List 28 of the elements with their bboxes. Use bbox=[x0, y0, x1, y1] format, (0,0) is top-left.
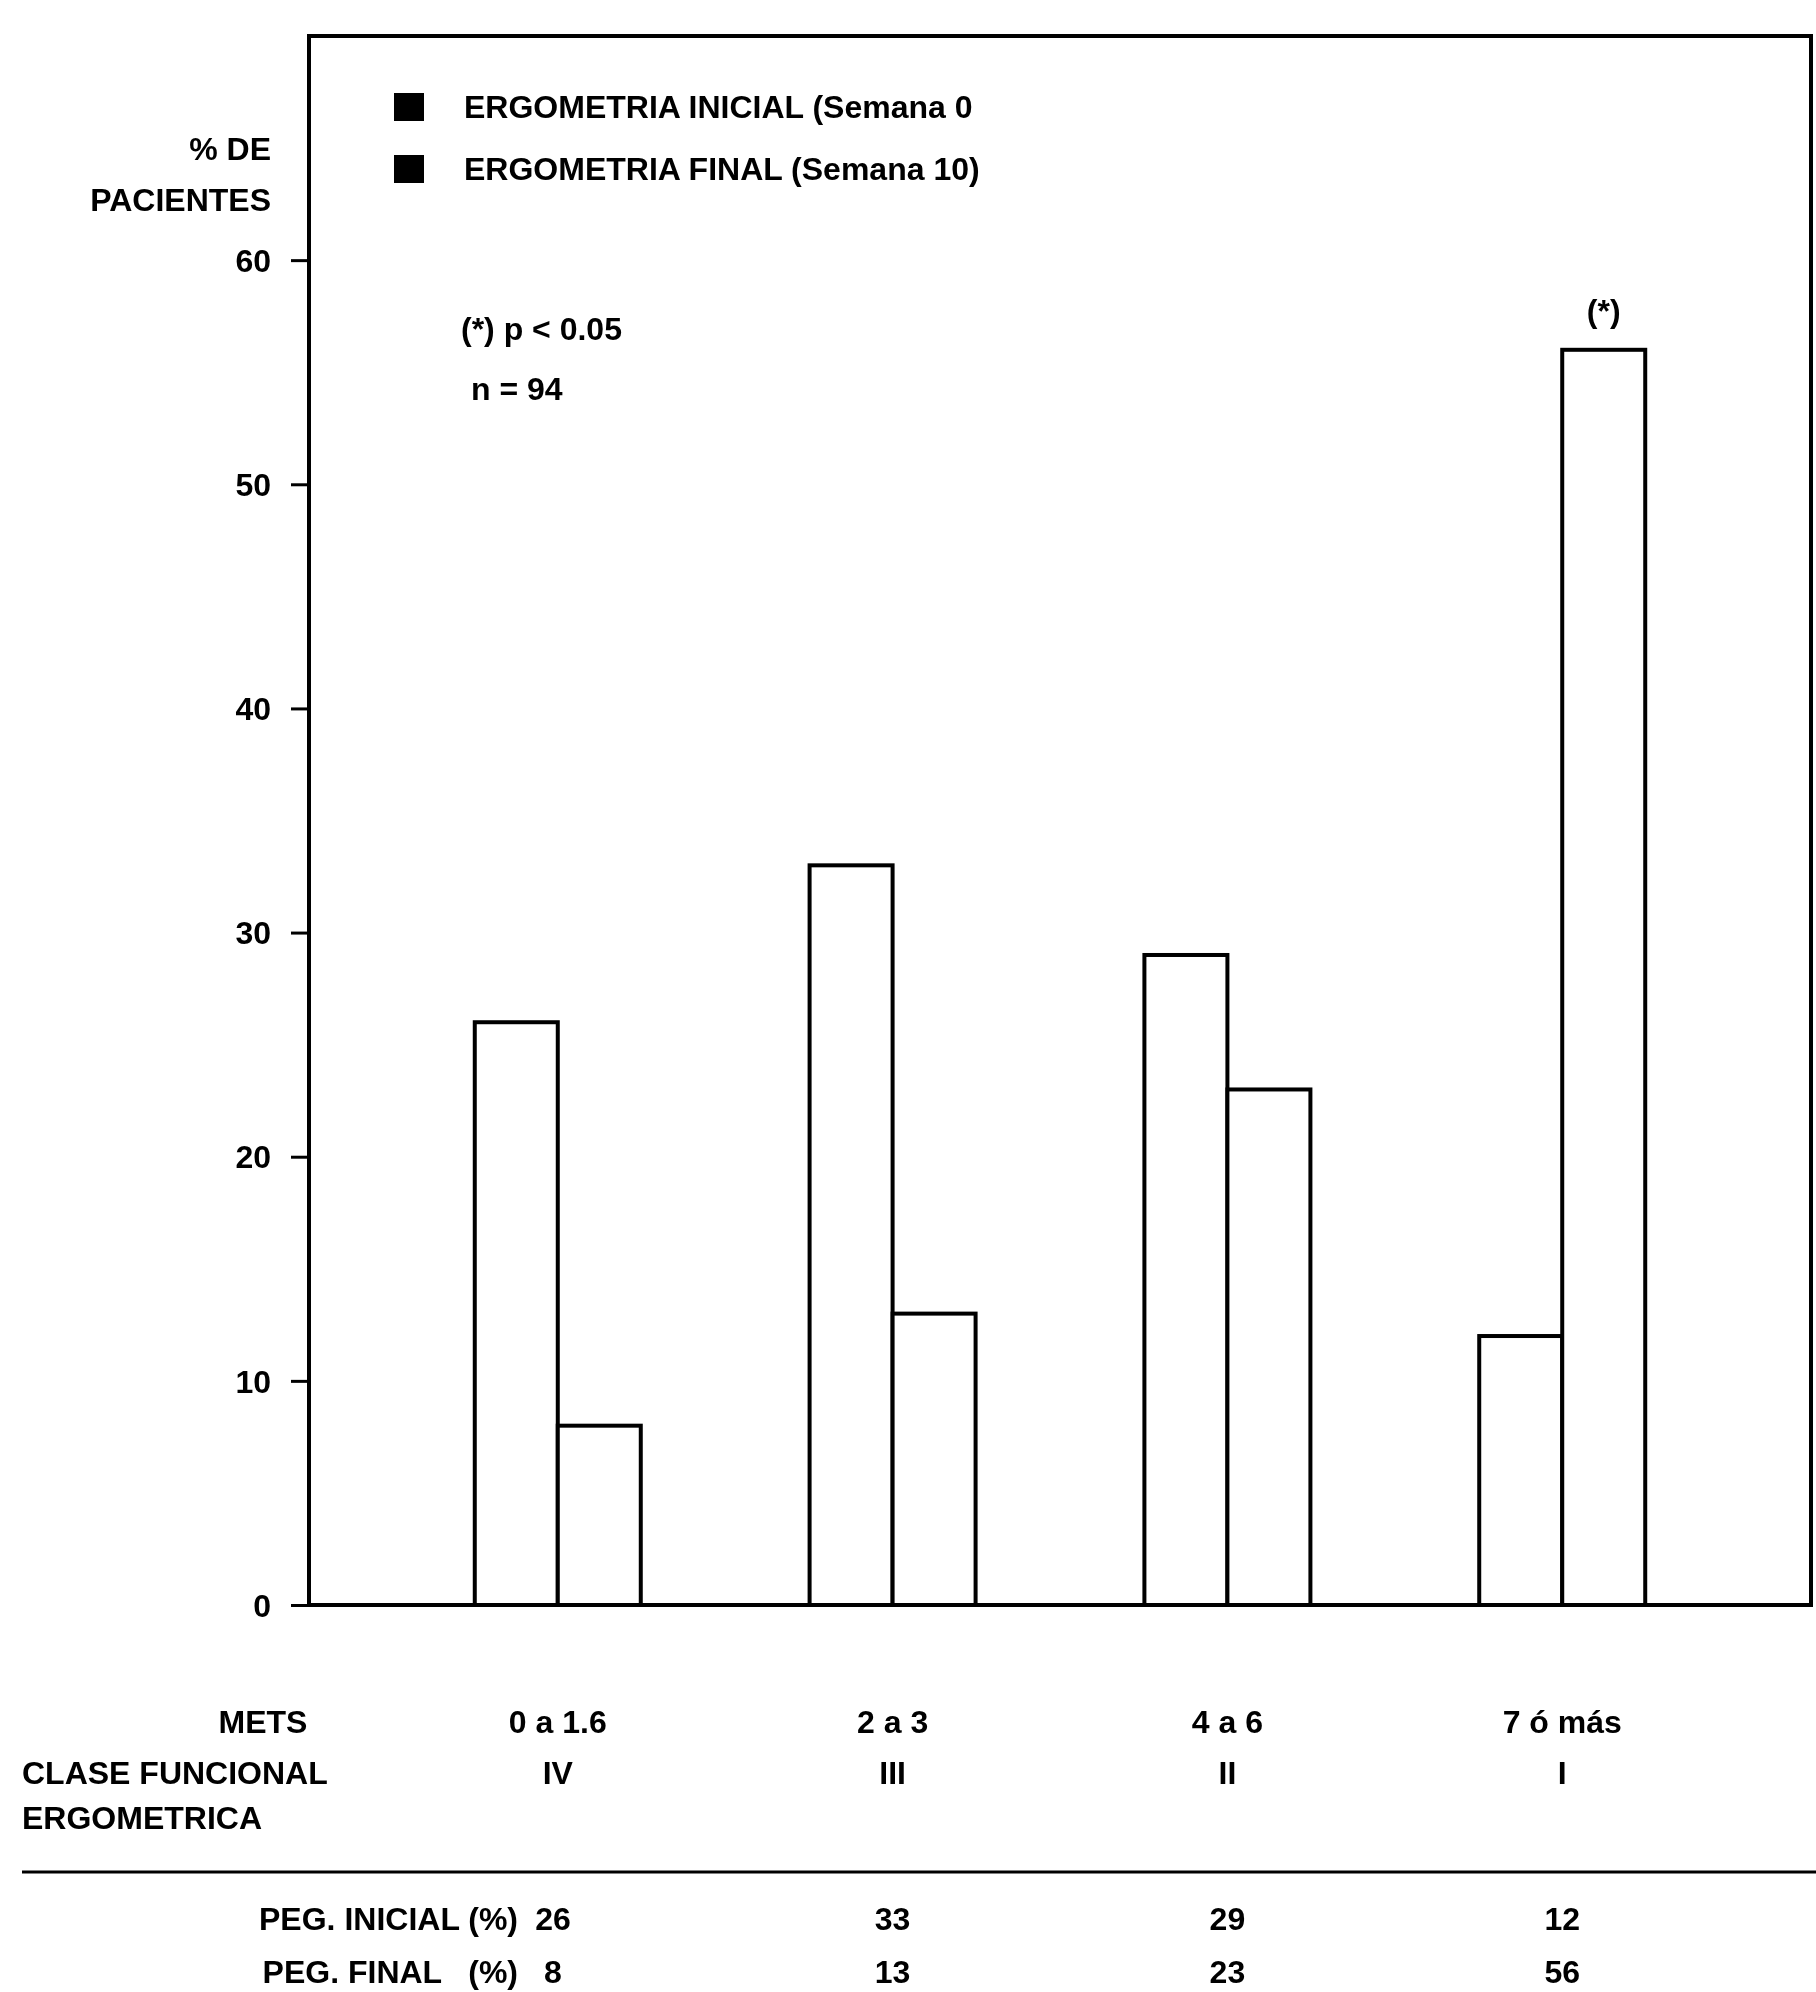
x-tick-label: 7 ó más I bbox=[1502, 1704, 1622, 1791]
y-tick-label: 40 bbox=[235, 691, 271, 728]
data-label: 33 bbox=[874, 1901, 911, 1937]
annotation: (*) p < 0.05 bbox=[461, 311, 622, 347]
x-tick-label: 0 a 1.6 IV bbox=[508, 1704, 607, 1791]
data-label: 23 bbox=[1209, 1954, 1246, 1990]
x-tick-label: 4 a 6 II bbox=[1191, 1704, 1263, 1791]
annotation: (*) bbox=[1586, 292, 1621, 329]
y-tick-label: 30 bbox=[235, 915, 271, 952]
x-axis-title: METS CLASE FUNCIONAL ERGOMETRICA bbox=[22, 1704, 328, 1836]
data-label: 26 bbox=[535, 1901, 571, 1937]
annotation: n = 94 bbox=[471, 371, 563, 407]
y-axis-title: % DE PACIENTES bbox=[90, 131, 271, 218]
y-tick-label: 0 bbox=[253, 1587, 271, 1624]
y-tick-label: 60 bbox=[235, 242, 271, 279]
y-tick-label: 10 bbox=[235, 1363, 271, 1400]
data-label: 8 bbox=[544, 1954, 562, 1990]
legend-label: ERGOMETRIA FINAL (Semana 10) bbox=[464, 151, 980, 187]
data-label: 56 bbox=[1544, 1954, 1581, 1990]
data-label: 29 bbox=[1209, 1901, 1246, 1937]
y-tick-label: 50 bbox=[235, 466, 271, 503]
text: PEG. FINAL (%) bbox=[262, 1954, 518, 1990]
data-label: 12 bbox=[1544, 1901, 1581, 1937]
x-tick-label: 2 a 3 III bbox=[857, 1704, 929, 1791]
legend-label: ERGOMETRIA INICIAL (Semana 0 bbox=[464, 89, 973, 125]
text: PEG. INICIAL (%) bbox=[259, 1901, 518, 1937]
data-label: 13 bbox=[874, 1954, 911, 1990]
y-tick-label: 20 bbox=[235, 1139, 271, 1176]
